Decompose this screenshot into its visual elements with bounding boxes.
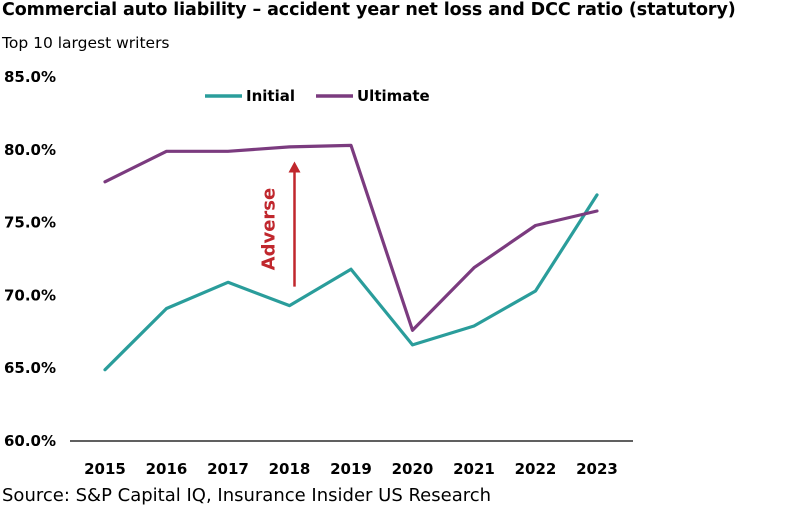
x-tick-label: 2022 [515,460,557,478]
adverse-arrow-head [288,161,301,173]
legend: Initial Ultimate [205,87,430,105]
x-tick-label: 2023 [576,460,618,478]
x-axis: 2015 2016 2017 2018 2019 2020 2021 2022 2023 [84,460,618,478]
chart-title: Commercial auto liability – accident yea… [2,0,736,20]
x-tick-label: 2018 [269,460,311,478]
chart-subtitle: Top 10 largest writers [2,34,170,52]
x-tick-label: 2015 [84,460,126,478]
chart-source: Source: S&P Capital IQ, Insurance Inside… [2,485,492,506]
x-tick-label: 2017 [207,460,249,478]
adverse-label: Adverse [259,188,280,271]
x-tick-label: 2021 [453,460,495,478]
x-tick-label: 2019 [330,460,372,478]
y-tick-label: 70.0% [4,286,56,304]
y-tick-label: 65.0% [4,359,56,377]
adverse-annotation: Adverse [259,161,301,287]
y-tick-label: 60.0% [4,432,56,450]
x-tick-label: 2020 [392,460,434,478]
legend-label-initial: Initial [246,87,295,105]
x-tick-label: 2016 [146,460,188,478]
y-tick-label: 85.0% [4,68,56,86]
y-tick-label: 80.0% [4,141,56,159]
series-lines [103,143,599,372]
series-line-ultimate [103,143,599,332]
y-axis: 60.0% 65.0% 70.0% 75.0% 80.0% 85.0% [4,68,56,450]
legend-label-ultimate: Ultimate [357,87,430,105]
y-tick-label: 75.0% [4,214,56,232]
series-line-initial [103,193,599,372]
